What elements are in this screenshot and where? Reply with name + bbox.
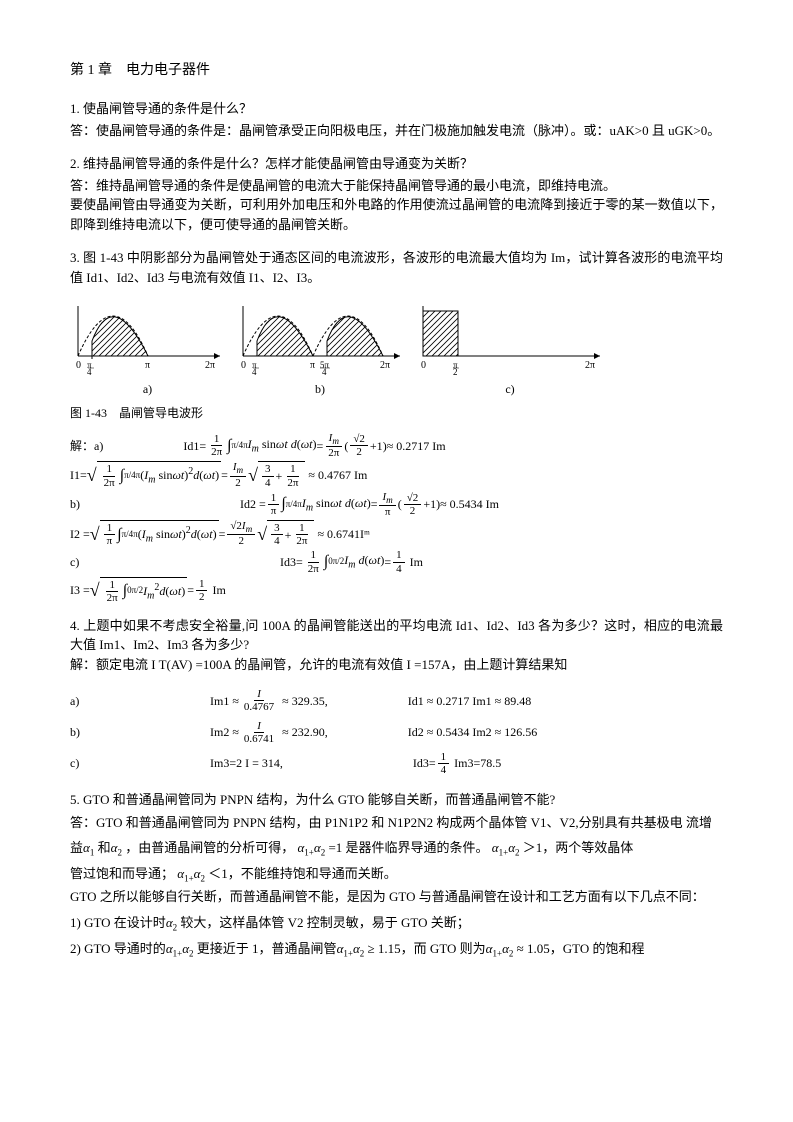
q5-a1-pre: 答：GTO 和普通晶闸管同为 PNPN 结构，由 P1N1P2 和 N1P2N2… [70, 815, 683, 830]
q4-question: 4. 上题中如果不考虑安全裕量,问 100A 的晶闸管能送出的平均电流 Id1、… [70, 616, 723, 655]
i3-rhs: Im [212, 581, 225, 599]
id1-result: ≈ 0.2717 Im [387, 437, 446, 455]
q2-question: 2. 维持晶闸管导通的条件是什么？怎样才能使晶闸管由导通变为关断？ [70, 154, 723, 174]
q5-i2-m2: ≥ 1.15，而 GTO 则为 [368, 941, 486, 956]
q5-item1: 1) GTO 在设计时α2 较大，这样晶体管 V2 控制灵敏，易于 GTO 关断… [70, 911, 723, 937]
q4b-id: Id2 ≈ 0.5434 Im2 ≈ 126.56 [408, 723, 538, 741]
q1-answer: 答：使晶闸管导通的条件是：晶闸管承受正向阳极电压，并在门极施加触发电流（脉冲）。… [70, 121, 723, 141]
id3-rhs: Im [410, 553, 423, 571]
formula-a-i1: I1= √ 12π ∫π/4π (Im sinωt)2d(ωt) = Im2 √… [70, 461, 723, 488]
chapter-title: 第 1 章 电力电子器件 [70, 60, 723, 81]
q5-a1-m5: ＞1，两个等效晶体 [523, 840, 634, 855]
figure-c: 0 π2 2π c) [415, 301, 605, 398]
svg-text:2: 2 [453, 367, 458, 376]
svg-text:2π: 2π [585, 360, 595, 371]
q5-i2-pre: 2) GTO 导通时的 [70, 941, 166, 956]
q4a-id: Id1 ≈ 0.2717 Im1 ≈ 89.48 [408, 692, 532, 710]
figure-a: 0 π4 π 2π a) [70, 301, 225, 398]
q4a-denom: 0.4767 [241, 701, 277, 713]
q4c-label: c) [70, 754, 110, 772]
svg-text:π: π [145, 360, 150, 371]
i2-result: ≈ 0.6741Iᵐ [317, 525, 369, 543]
question-5: 5. GTO 和普通晶闸管同为 PNPN 结构，为什么 GTO 能够自关断，而普… [70, 790, 723, 962]
formula-b-id2: b) Id2 = 1π ∫π/4π Im sinωt d(ωt) = Imπ (… [70, 491, 723, 518]
q4c-idpre: Id3= [413, 754, 436, 772]
q4-answer-prefix: 解：额定电流 I T(AV) =100A 的晶闸管，允许的电流有效值 I =15… [70, 655, 723, 675]
q5-i2-m1: 更接近于 1，普通晶闸管 [197, 941, 337, 956]
svg-text:π: π [310, 360, 315, 371]
figure-caption: 图 1-43 晶闸管导电波形 [70, 404, 723, 422]
svg-text:2π: 2π [205, 360, 215, 371]
solve-a: 解：a) [70, 437, 103, 455]
q5-item2: 2) GTO 导通时的α1+α2 更接近于 1，普通晶闸管α1+α2 ≥ 1.1… [70, 937, 723, 963]
question-3: 3. 图 1-43 中阴影部分为晶闸管处于通态区间的电流波形，各波形的电流最大值… [70, 248, 723, 287]
id1-lhs: Id1= [183, 437, 206, 455]
formula-b-i2: I2 = √ 1π ∫π/4π (Im sinωt)2d(ωt) = √2Im2… [70, 520, 723, 547]
question-1: 1. 使晶闸管导通的条件是什么？ 答：使晶闸管导通的条件是：晶闸管承受正向阳极电… [70, 99, 723, 140]
formula-a-id1: 解：a) Id1= 12π ∫π/4π Im sinωt d(ωt) = Im2… [70, 432, 723, 459]
q5-i2-m3: ≈ 1.05，GTO 的饱和程 [517, 941, 645, 956]
q4-row-c: c) Im3=2 I = 314, Id3= 14 Im3=78.5 [70, 751, 723, 776]
q5-answer3: GTO 之所以能够自行关断，而普通晶闸管不能，是因为 GTO 与普通晶闸管在设计… [70, 887, 723, 907]
q5-answer1: 答：GTO 和普通晶闸管同为 PNPN 结构，由 P1N1P2 和 N1P2N2… [70, 811, 723, 861]
q5-a1-m2: 和 [98, 840, 111, 855]
q5-i1-pre: 1) GTO 在设计时 [70, 915, 166, 930]
q5-question: 5. GTO 和普通晶闸管同为 PNPN 结构，为什么 GTO 能够自关断，而普… [70, 790, 723, 810]
fig-b-label: b) [235, 380, 405, 398]
formula-c-i3: I3 = √ 12π ∫0π/2 Im2d(ωt) = 12 Im [70, 577, 723, 604]
question-4: 4. 上题中如果不考虑安全裕量,问 100A 的晶闸管能送出的平均电流 Id1、… [70, 616, 723, 675]
q4a-label: a) [70, 692, 110, 710]
q5-answer2: 管过饱和而导通； α1+α2 ＜1，不能维持饱和导通而关断。 [70, 862, 723, 888]
q4a-im: Im1 ≈ [210, 692, 239, 710]
i3-lhs: I3 = [70, 581, 90, 599]
q5-a1-m3: ，由普通晶闸管的分析可得， [125, 840, 294, 855]
fig-c-label: c) [415, 380, 605, 398]
q5-a2-post: ＜1，不能维持饱和导通而关断。 [208, 866, 397, 881]
svg-text:0: 0 [76, 360, 81, 371]
svg-text:4: 4 [252, 367, 257, 376]
q2-answer2: 要使晶闸管由导通变为关断，可利用外加电压和外电路的作用使流过晶闸管的电流降到接近… [70, 195, 723, 234]
i2-lhs: I2 = [70, 525, 90, 543]
q5-a2-pre: 管过饱和而导通； [70, 866, 174, 881]
figure-row: 0 π4 π 2π a) 0 π4 π 5π4 2π b) [70, 301, 723, 398]
q5-i1-post: 较大，这样晶体管 V2 控制灵敏，易于 GTO 关断； [180, 915, 469, 930]
id2-lhs: Id2 = [240, 495, 266, 513]
q4c-im: Im3=2 I = 314, [210, 754, 283, 772]
figure-b: 0 π4 π 5π4 2π b) [235, 301, 405, 398]
svg-text:4: 4 [322, 367, 327, 376]
q5-a1-m4: =1 是器件临界导通的条件。 [328, 840, 488, 855]
fig-a-label: a) [70, 380, 225, 398]
q4b-label: b) [70, 723, 110, 741]
question-2: 2. 维持晶闸管导通的条件是什么？怎样才能使晶闸管由导通变为关断？ 答：维持晶闸… [70, 154, 723, 234]
q4-row-b: b) Im2 ≈ I0.6741 ≈ 232.90, Id2 ≈ 0.5434 … [70, 720, 723, 745]
q1-question: 1. 使晶闸管导通的条件是什么？ [70, 99, 723, 119]
svg-text:4: 4 [87, 367, 92, 376]
b-label: b) [70, 495, 110, 513]
q4a-imval: ≈ 329.35, [282, 692, 328, 710]
c-label: c) [70, 553, 110, 571]
id2-result: ≈ 0.5434 Im [440, 495, 499, 513]
i1-lhs: I1= [70, 466, 87, 484]
q4-row-a: a) Im1 ≈ I0.4767 ≈ 329.35, Id1 ≈ 0.2717 … [70, 688, 723, 713]
id3-eq: = [384, 553, 391, 571]
id3-lhs: Id3= [280, 553, 303, 571]
q4b-denom: 0.6741 [241, 733, 277, 745]
svg-text:2π: 2π [380, 360, 390, 371]
q4b-im: Im2 ≈ [210, 723, 239, 741]
q4c-idpost: Im3=78.5 [454, 754, 501, 772]
svg-text:0: 0 [421, 360, 426, 371]
i1-result: ≈ 0.4767 Im [308, 466, 367, 484]
q4b-imval: ≈ 232.90, [282, 723, 328, 741]
q2-answer1: 答：维持晶闸管导通的条件是使晶闸管的电流大于能保持晶闸管导通的最小电流，即维持电… [70, 176, 723, 196]
q3-question: 3. 图 1-43 中阴影部分为晶闸管处于通态区间的电流波形，各波形的电流最大值… [70, 248, 723, 287]
formula-c-id3: c) Id3= 12π ∫0π/2 Im d(ωt) = 14 Im [70, 549, 723, 574]
svg-text:0: 0 [241, 360, 246, 371]
